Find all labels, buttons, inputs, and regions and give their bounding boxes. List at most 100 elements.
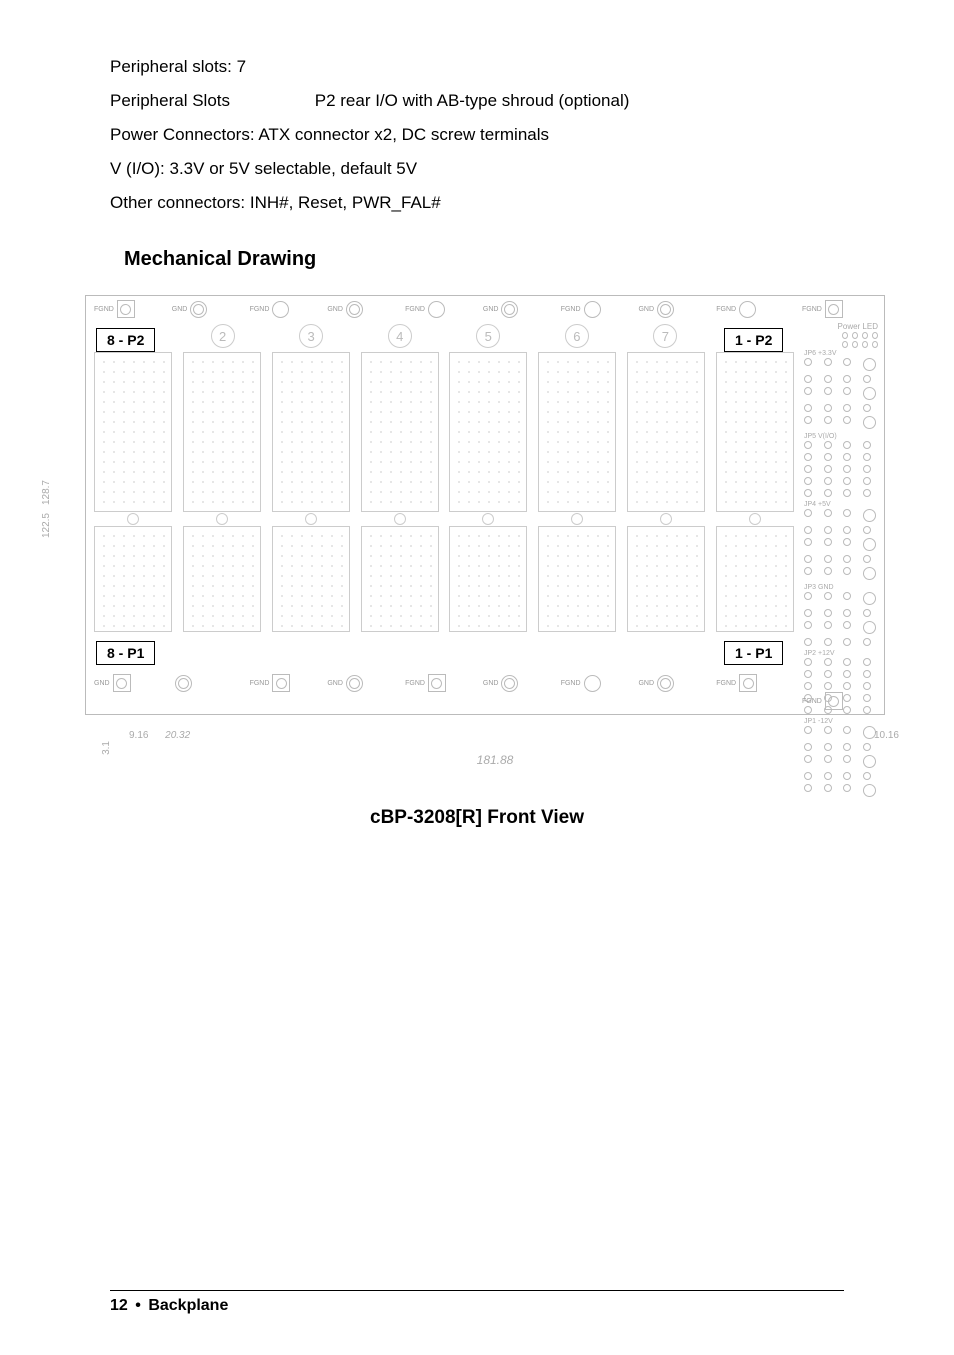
connector xyxy=(94,352,172,512)
pin-icon xyxy=(843,489,851,497)
slot-number-cell: 4 xyxy=(360,324,440,348)
pin-icon xyxy=(804,526,812,534)
pin-icon xyxy=(863,784,876,797)
pin-icon xyxy=(824,755,832,763)
gnd-cell: GND xyxy=(94,674,172,692)
pin-icon xyxy=(843,592,851,600)
gnd-label: GND xyxy=(327,680,343,687)
jumper-label: JP5 V(I/O) xyxy=(804,433,878,440)
pin-icon xyxy=(824,416,832,424)
connector-key-icon xyxy=(571,513,583,525)
jumper-label: JP6 +3.3V xyxy=(804,350,878,357)
pin-icon xyxy=(804,682,812,690)
pin-icon xyxy=(863,465,871,473)
mounting-hole-icon xyxy=(428,674,446,692)
mounting-hole-icon xyxy=(739,301,756,318)
pin-icon xyxy=(863,538,876,551)
mounting-hole-icon xyxy=(175,675,192,692)
pin-icon xyxy=(804,670,812,678)
pin-icon xyxy=(843,387,851,395)
pin-icon xyxy=(824,682,832,690)
pin-icon xyxy=(824,621,832,629)
connector xyxy=(716,526,794,632)
spec-list: Peripheral slots: 7 Peripheral Slots P2 … xyxy=(110,50,844,220)
page: Peripheral slots: 7 Peripheral Slots P2 … xyxy=(0,0,954,1355)
gnd-cell: GND xyxy=(172,300,250,318)
pin-icon xyxy=(824,567,832,575)
jumper-power-panel: FGND Power LED JP6 +3.3VJP5 V(I/O)JP4 +5… xyxy=(802,300,880,710)
pin-icon xyxy=(863,416,876,429)
slot-number: 7 xyxy=(653,324,677,348)
connector xyxy=(538,352,616,512)
spec-value: P2 rear I/O with AB-type shroud (optiona… xyxy=(315,91,630,110)
gnd-cell: FGND xyxy=(561,300,639,318)
pin-icon xyxy=(804,375,812,383)
gnd-cell: FGND xyxy=(250,674,328,692)
connector xyxy=(627,352,705,512)
pin-icon xyxy=(863,621,876,634)
connector xyxy=(716,352,794,512)
pin-icon xyxy=(843,621,851,629)
mounting-hole-icon xyxy=(272,674,290,692)
gnd-cell: FGND xyxy=(716,300,794,318)
bottom-gnd-row: GNDFGNDGNDFGNDGNDFGNDGNDFGND xyxy=(94,674,794,692)
connector-key-icon xyxy=(394,513,406,525)
connector xyxy=(538,526,616,632)
slot-number: 6 xyxy=(565,324,589,348)
jumper-block: JP3 GND xyxy=(804,584,878,646)
mounting-hole-icon xyxy=(117,300,135,318)
gnd-cell: GND xyxy=(483,674,561,692)
pin-icon xyxy=(824,509,832,517)
spec-line: Other connectors: INH#, Reset, PWR_FAL# xyxy=(110,186,844,220)
spec-line: Power Connectors: ATX connector x2, DC s… xyxy=(110,118,844,152)
slot-number: 5 xyxy=(476,324,500,348)
pin-icon xyxy=(863,555,871,563)
connector-key-icon xyxy=(660,513,672,525)
pin-icon xyxy=(843,509,851,517)
pin-icon xyxy=(824,726,832,734)
pin-icon xyxy=(843,404,851,412)
pin-icon xyxy=(804,453,812,461)
mechanical-drawing: ø2.7 128.7 122.5 FGNDGNDFGNDGNDFGNDGNDFG… xyxy=(45,295,905,785)
fgnd-label: FGND xyxy=(802,698,822,705)
pin-icon xyxy=(843,726,851,734)
pin-icon xyxy=(804,387,812,395)
gnd-label: FGND xyxy=(405,306,425,313)
pin-icon xyxy=(863,387,876,400)
spec-line: Peripheral slots: 7 xyxy=(110,50,844,84)
pin-icon xyxy=(824,375,832,383)
connector xyxy=(183,526,261,632)
gnd-cell: GND xyxy=(638,674,716,692)
pin-icon xyxy=(863,772,871,780)
pin-icon xyxy=(824,358,832,366)
pin-icon xyxy=(863,638,871,646)
top-gnd-row: FGNDGNDFGNDGNDFGNDGNDFGNDGNDFGND xyxy=(94,300,794,318)
mounting-hole-icon xyxy=(501,301,518,318)
pin-icon xyxy=(863,592,876,605)
pin-icon xyxy=(804,441,812,449)
pin-icon xyxy=(804,755,812,763)
gnd-label: FGND xyxy=(94,306,114,313)
slot-number-cell: 6 xyxy=(537,324,617,348)
dim-bottom-left: 9.16 20.32 xyxy=(129,730,190,741)
pin-icon xyxy=(824,784,832,792)
jumper-block: JP5 V(I/O) xyxy=(804,433,878,497)
connector-key-icon xyxy=(749,513,761,525)
slot-number-cell: 5 xyxy=(448,324,528,348)
footer-bullet: • xyxy=(132,1297,144,1314)
pin-icon xyxy=(804,465,812,473)
pin-icon xyxy=(804,743,812,751)
pin-icon xyxy=(824,404,832,412)
gnd-label: GND xyxy=(638,306,654,313)
pin-icon xyxy=(824,489,832,497)
pin-icon xyxy=(804,784,812,792)
pin-icon xyxy=(824,441,832,449)
pin-icon xyxy=(824,526,832,534)
pin-icon xyxy=(804,477,812,485)
pin-icon xyxy=(843,609,851,617)
page-footer: 12 • Backplane xyxy=(110,1290,844,1315)
pin-icon xyxy=(843,784,851,792)
pin-icon xyxy=(804,416,812,424)
pin-icon xyxy=(863,375,871,383)
connector xyxy=(361,352,439,512)
